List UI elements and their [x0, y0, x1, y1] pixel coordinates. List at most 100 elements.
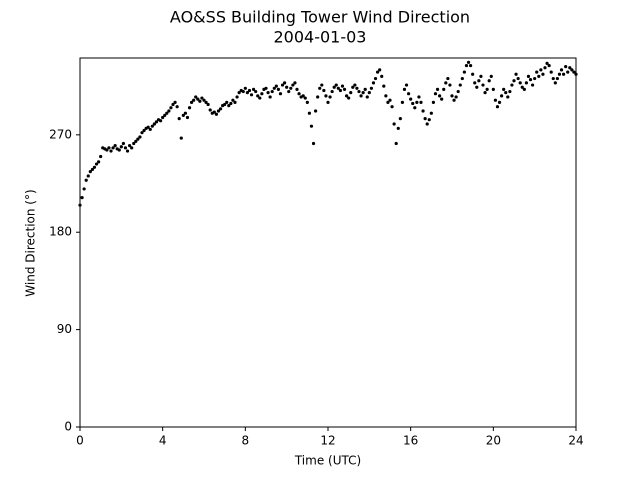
data-point	[109, 149, 113, 153]
data-point	[438, 94, 442, 98]
data-point	[86, 174, 90, 178]
data-point	[314, 109, 318, 113]
data-point	[309, 124, 314, 128]
y-tick-label: 180	[49, 225, 72, 239]
data-point	[132, 141, 136, 146]
data-point	[245, 91, 249, 95]
data-point	[307, 111, 311, 115]
data-point	[218, 107, 223, 111]
data-point	[562, 72, 566, 76]
data-point	[568, 66, 572, 70]
data-point	[520, 85, 524, 89]
x-tick-label: 12	[320, 434, 335, 448]
data-point	[357, 89, 361, 94]
data-point	[287, 89, 291, 94]
data-point	[200, 96, 204, 100]
data-point	[330, 89, 334, 94]
data-point	[159, 119, 163, 123]
data-point	[223, 102, 227, 107]
data-point	[320, 83, 324, 87]
data-point	[347, 96, 351, 100]
data-point	[435, 87, 440, 91]
y-tick-label: 0	[64, 420, 72, 434]
data-point	[258, 96, 262, 100]
data-point	[417, 95, 421, 99]
data-point	[266, 91, 270, 95]
data-point	[183, 111, 187, 115]
data-point	[353, 83, 357, 87]
data-point	[526, 74, 531, 78]
data-point	[293, 81, 297, 85]
data-point	[318, 86, 322, 90]
data-point	[522, 87, 526, 91]
data-point	[130, 146, 134, 150]
data-point	[559, 68, 564, 72]
data-point	[429, 111, 433, 115]
data-point	[469, 63, 473, 68]
data-point	[493, 98, 497, 102]
data-point	[134, 139, 138, 143]
data-point	[235, 95, 239, 99]
data-point	[338, 88, 342, 93]
data-point	[117, 148, 121, 152]
data-point	[514, 72, 518, 76]
data-point	[97, 160, 101, 164]
data-point	[551, 76, 555, 81]
data-point	[283, 81, 287, 85]
data-point	[392, 122, 396, 126]
data-point	[473, 81, 477, 85]
data-point	[413, 106, 417, 110]
data-point	[340, 84, 345, 88]
data-point	[419, 100, 423, 104]
data-point	[326, 100, 330, 104]
data-point	[466, 60, 471, 64]
data-point	[167, 109, 171, 113]
data-point	[458, 83, 462, 87]
data-point	[400, 100, 404, 104]
data-point	[196, 97, 200, 101]
data-point	[216, 109, 221, 113]
data-point	[303, 96, 307, 100]
data-point	[119, 145, 123, 149]
data-point	[396, 126, 400, 130]
data-point	[564, 65, 568, 69]
data-point	[477, 79, 481, 83]
data-point	[415, 100, 419, 104]
data-point	[489, 74, 493, 78]
data-point	[241, 89, 245, 94]
data-point	[495, 105, 500, 109]
data-point	[291, 83, 295, 87]
data-point	[518, 81, 522, 85]
data-point	[351, 85, 355, 89]
data-point	[539, 68, 543, 72]
data-point	[386, 100, 390, 104]
data-point	[146, 125, 150, 129]
data-point	[198, 99, 202, 103]
data-point	[371, 81, 376, 85]
data-point	[190, 100, 194, 104]
data-point	[128, 144, 132, 148]
data-point	[82, 187, 86, 191]
data-point	[173, 100, 177, 104]
data-point	[169, 106, 173, 110]
data-point	[535, 70, 539, 74]
y-tick-label: 90	[57, 322, 72, 336]
data-point	[154, 120, 159, 124]
data-point	[332, 85, 336, 89]
data-point	[402, 87, 407, 91]
data-point	[80, 195, 84, 200]
data-point	[316, 95, 320, 99]
data-point	[322, 88, 326, 93]
data-point	[328, 95, 332, 99]
data-point	[152, 122, 156, 126]
data-point	[566, 70, 570, 74]
data-point	[194, 95, 198, 99]
data-point	[411, 101, 415, 106]
x-tick-label: 16	[403, 434, 418, 448]
x-axis-label: Time (UTC)	[294, 454, 361, 468]
x-tick-label: 20	[486, 434, 501, 448]
x-tick-label: 0	[76, 434, 84, 448]
data-point	[256, 94, 260, 98]
data-point	[297, 92, 301, 96]
